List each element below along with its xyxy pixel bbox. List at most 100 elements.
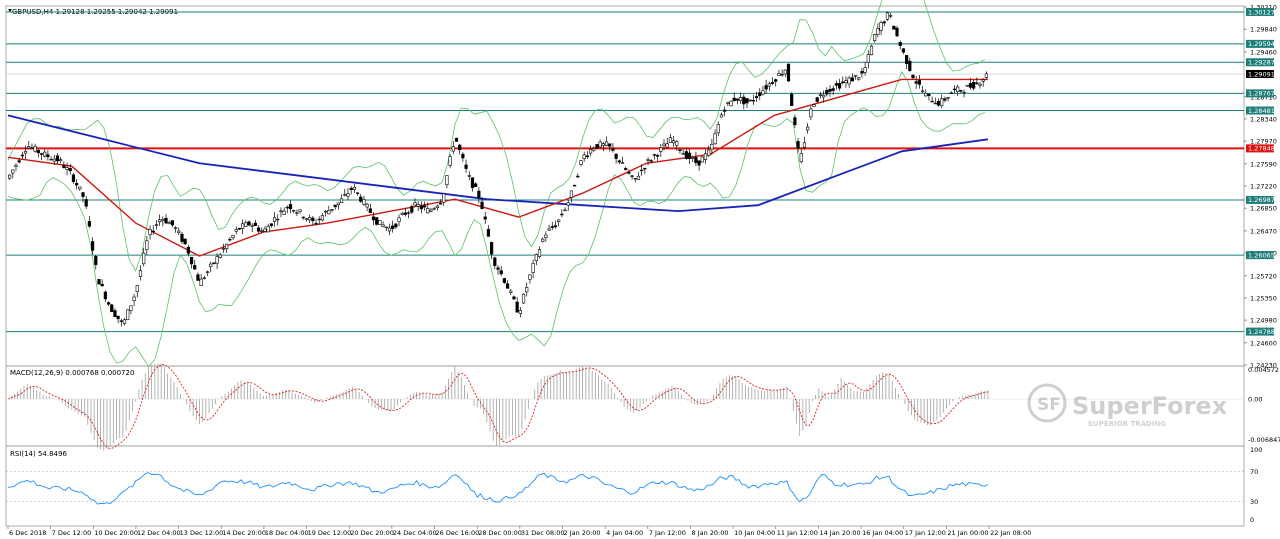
price-level-label: 1.26065 (1248, 251, 1275, 259)
candle-body (164, 217, 168, 224)
candle-body (231, 235, 235, 238)
time-tick-label: 31 Dec 08:00 (521, 529, 565, 537)
candle-body (116, 315, 120, 320)
candle-body (847, 77, 851, 85)
candle-body (914, 81, 918, 84)
candle-body (23, 150, 28, 154)
candle-body (844, 80, 848, 84)
price-level-box (1246, 195, 1274, 204)
candle-body (126, 309, 130, 320)
bollinger-upper-line (7, 0, 986, 272)
collapse-arrow-icon[interactable] (8, 9, 12, 12)
candle-body (62, 165, 66, 169)
price-tick-label: 1.24600 (1250, 339, 1277, 347)
candle-body (445, 175, 449, 185)
candle-body (553, 225, 558, 228)
candle-body (758, 92, 762, 97)
current-price-box (1246, 69, 1274, 78)
candle-body (49, 158, 53, 161)
candle-body (14, 164, 18, 167)
candle-body (799, 153, 803, 163)
candle-body (36, 150, 40, 154)
candle-body (183, 238, 187, 245)
candle-body (802, 142, 807, 148)
candle-body (237, 228, 242, 230)
candle-body (786, 63, 791, 82)
candle-body (324, 210, 328, 213)
macd-tick-label: 0.004572 (1248, 366, 1279, 374)
candle-body (387, 227, 392, 232)
candle-body (566, 202, 570, 206)
candle-body (225, 243, 229, 249)
candle-body (413, 202, 417, 206)
candle-body (809, 108, 813, 118)
price-level-box (1246, 58, 1274, 67)
candle-body (866, 54, 870, 63)
candle-body (780, 73, 784, 76)
macd-signal-line (7, 364, 989, 450)
superforex-watermark: SF SuperForex SUPERIOR TRADING (1027, 383, 1228, 428)
candle-body (78, 186, 82, 190)
candle-body (748, 99, 752, 102)
candle-body (592, 148, 596, 151)
candle-body (199, 278, 203, 286)
candle-body (818, 94, 823, 96)
candle-body (205, 271, 210, 273)
candle-body (783, 69, 787, 75)
candle-body (196, 274, 200, 281)
candle-body (84, 199, 88, 207)
candle-body (904, 55, 909, 65)
candle-body (745, 98, 749, 104)
time-tick-label: 19 Dec 12:00 (308, 529, 352, 537)
candle-body (968, 83, 973, 88)
candle-body (975, 82, 979, 84)
candle-body (422, 205, 427, 208)
candle-body (359, 196, 363, 202)
candle-body (432, 208, 436, 210)
candle-body (767, 83, 771, 87)
candle-body (739, 97, 743, 101)
candle-body (218, 254, 222, 258)
superforex-logo-icon (1027, 383, 1067, 423)
macd-tick-label: -0.006847 (1248, 436, 1280, 444)
candle-body (260, 230, 264, 233)
price-tick-label: 1.28340 (1250, 115, 1277, 123)
time-tick-label: 10 Jan 04:00 (734, 529, 775, 537)
candle-body (135, 285, 139, 293)
candle-body (656, 155, 660, 157)
time-tick-label: 12 Dec 04:00 (137, 529, 181, 537)
candle-body (729, 100, 733, 107)
candle-body (541, 238, 545, 242)
candle-body (266, 226, 270, 233)
candle-body (138, 270, 143, 277)
candle-body (892, 25, 896, 30)
candle-body (652, 154, 657, 156)
candle-body (461, 153, 465, 159)
time-tick-label: 7 Jan 12:00 (649, 529, 686, 537)
candle-body (381, 224, 385, 227)
candle-body (703, 153, 708, 160)
time-tick-label: 7 Dec 12:00 (52, 529, 92, 537)
price-level-box (1246, 7, 1274, 16)
candle-body (828, 89, 832, 92)
time-tick-label: 22 Jan 08:00 (990, 529, 1031, 537)
candle-body (531, 263, 535, 273)
candle-body (981, 79, 985, 82)
price-level-label: 1.29594 (1248, 40, 1275, 48)
candle-body (435, 205, 439, 208)
price-tick-label: 1.25720 (1250, 272, 1277, 280)
candle-body (774, 79, 778, 82)
candle-body (825, 89, 829, 95)
rsi-tick-label: 0 (1250, 516, 1254, 524)
candle-body (678, 149, 682, 151)
candles (7, 11, 989, 327)
candle-body (528, 274, 532, 280)
candle-body (627, 172, 631, 174)
candle-body (103, 291, 107, 300)
candle-body (17, 160, 21, 163)
candle-body (308, 217, 312, 221)
candle-body (46, 154, 50, 158)
candle-body (33, 145, 37, 152)
price-level-label: 1.30127 (1248, 8, 1275, 16)
